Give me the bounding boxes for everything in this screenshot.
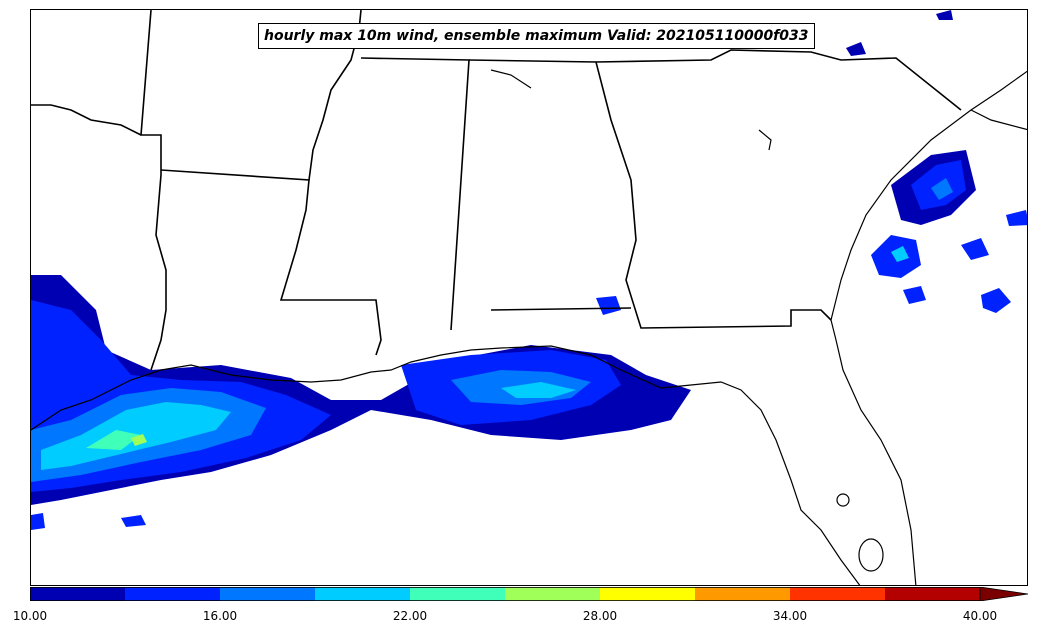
colorbar-segment	[885, 587, 981, 601]
wind-region-atlantic-mid	[931, 178, 953, 200]
colorbar-tick-label: 22.00	[392, 609, 428, 623]
colorbar-segment	[410, 587, 506, 601]
wind-region-texas-green	[86, 430, 141, 450]
colorbar-segment	[30, 587, 126, 601]
colorbar-segment	[695, 587, 791, 601]
wind-region-small-9	[936, 10, 953, 20]
wind-region-texas-lime	[131, 434, 147, 446]
wind-region-small-5	[121, 515, 146, 527]
colorbar-segment	[505, 587, 601, 601]
wind-region-small-1	[981, 288, 1011, 313]
colorbar-segment	[790, 587, 886, 601]
colorbar-extend-arrow	[979, 587, 1029, 601]
wind-contours	[31, 10, 1027, 530]
map-title: hourly max 10m wind, ensemble maximum Va…	[258, 23, 815, 49]
map-panel: hourly max 10m wind, ensemble maximum Va…	[30, 9, 1028, 586]
wind-region-small-6	[31, 513, 45, 530]
colorbar-tick-label: 28.00	[582, 609, 618, 623]
colorbar-tick-label: 10.00	[12, 609, 48, 623]
colorbar-tick-label: 16.00	[202, 609, 238, 623]
colorbar-segment	[600, 587, 696, 601]
wind-region-small-2	[961, 238, 989, 260]
wind-region-small-7	[1006, 210, 1027, 226]
coastlines	[31, 69, 1027, 585]
colorbar-tick-label: 40.00	[962, 609, 998, 623]
colorbar-segment	[125, 587, 221, 601]
colorbar	[30, 587, 1029, 601]
wind-region-atlantic-south-core	[891, 246, 909, 262]
wind-region-small-3	[596, 296, 621, 315]
colorbar-segment	[220, 587, 316, 601]
map-canvas	[31, 10, 1027, 585]
wind-region-small-4	[903, 286, 926, 304]
wind-region-gulf-cyan	[501, 382, 576, 398]
state-borders	[31, 10, 962, 371]
colorbar-outline	[30, 587, 981, 601]
wind-region-small-8	[846, 42, 866, 56]
colorbar-segment	[315, 587, 411, 601]
colorbar-tick-label: 34.00	[772, 609, 808, 623]
